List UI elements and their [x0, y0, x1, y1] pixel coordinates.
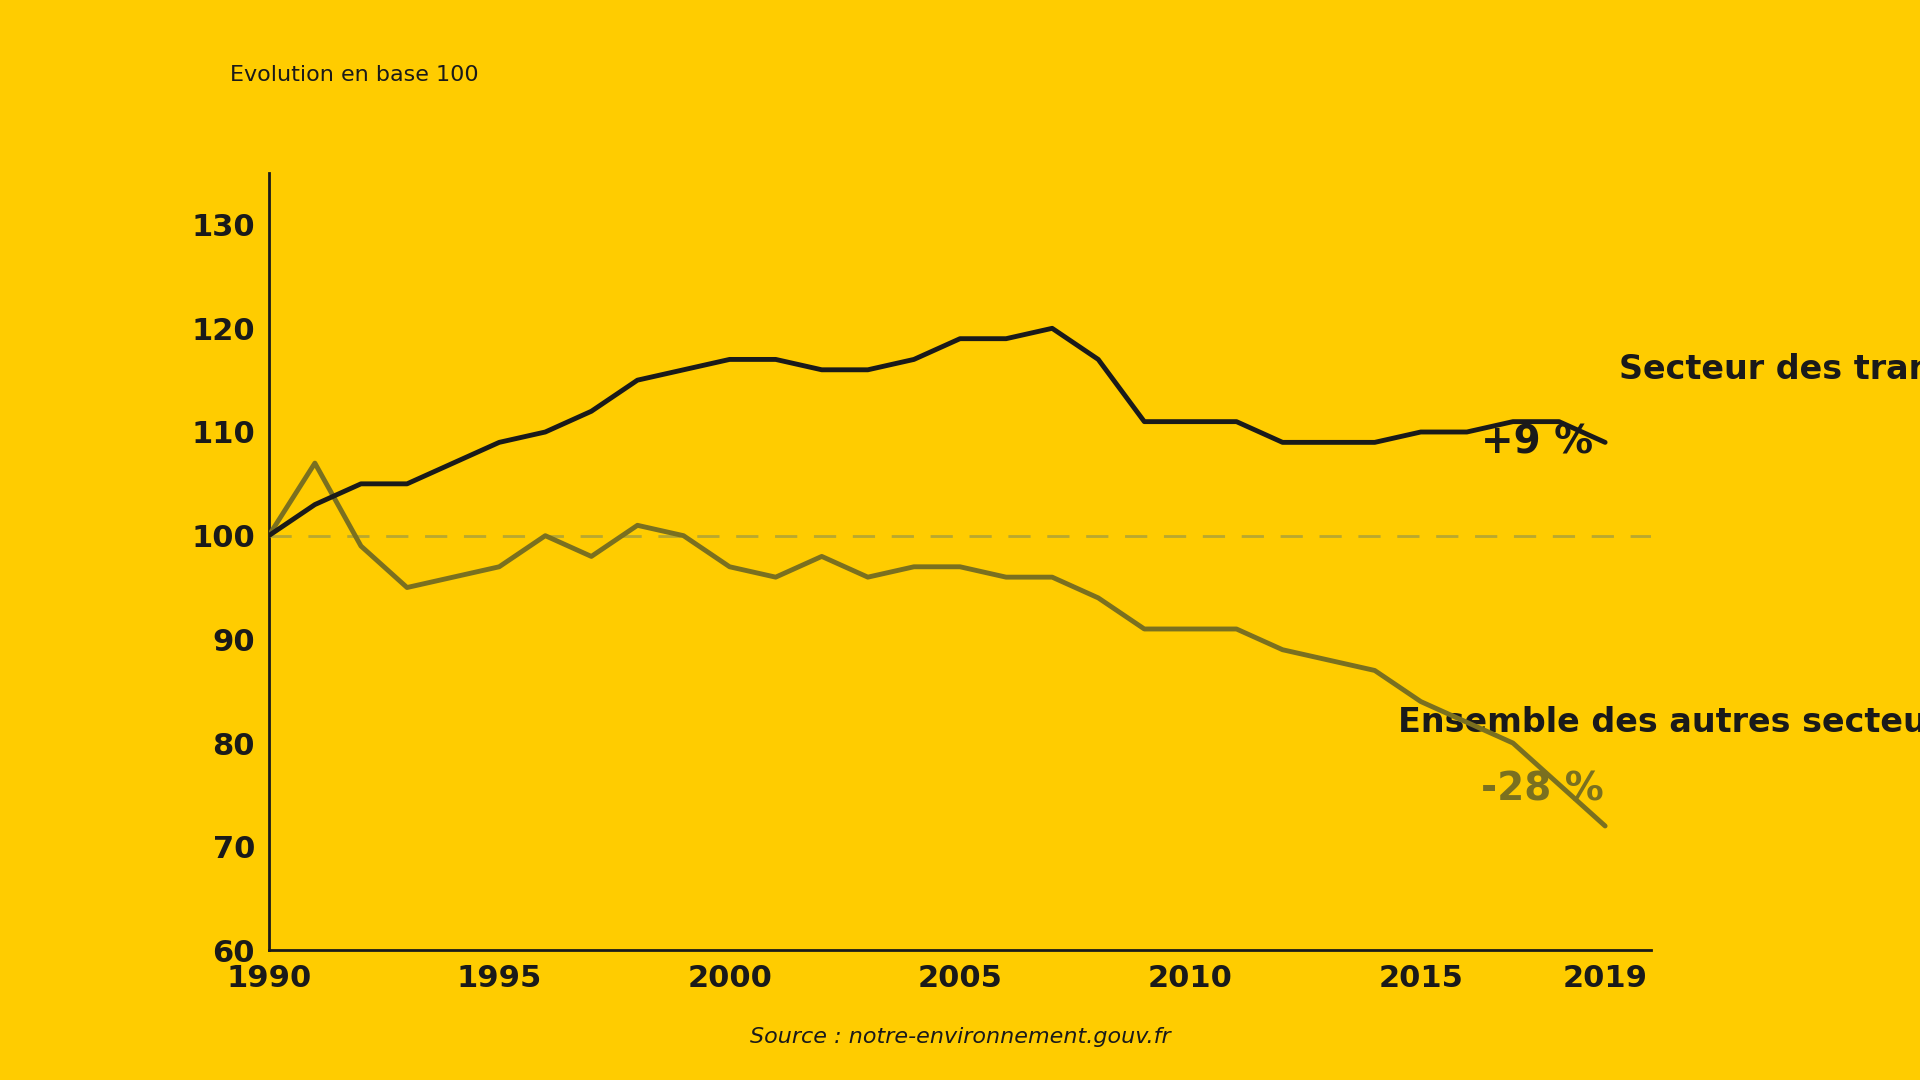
Text: -28 %: -28 % [1480, 771, 1603, 809]
Text: Ensemble des autres secteurs: Ensemble des autres secteurs [1398, 706, 1920, 739]
Text: Secteur des transports: Secteur des transports [1619, 353, 1920, 387]
Text: +9 %: +9 % [1480, 423, 1594, 461]
Text: Evolution en base 100: Evolution en base 100 [230, 65, 478, 85]
Text: Source : notre-environnement.gouv.fr: Source : notre-environnement.gouv.fr [749, 1027, 1171, 1047]
